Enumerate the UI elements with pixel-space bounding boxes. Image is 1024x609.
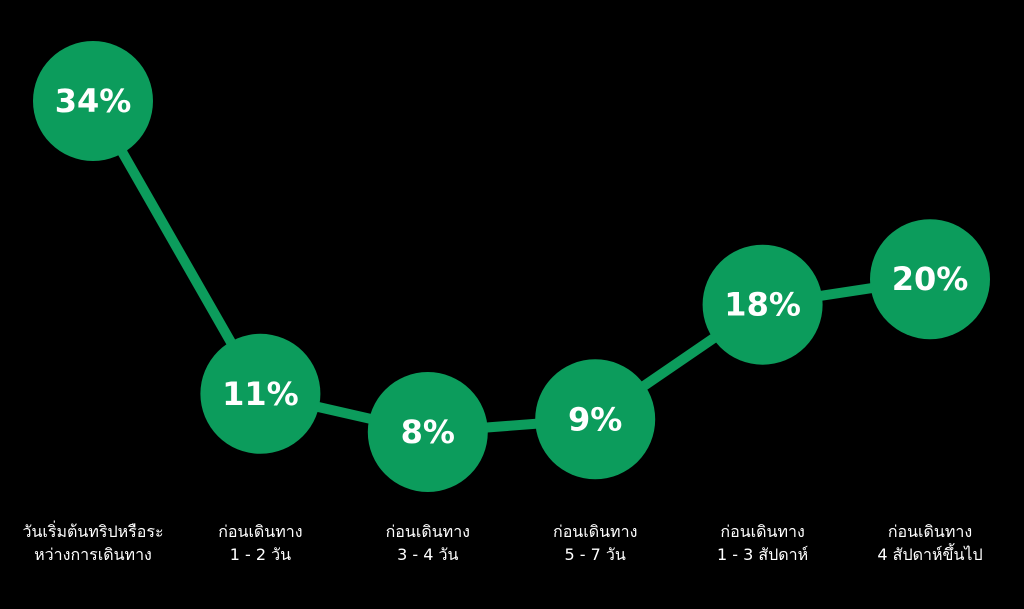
x-tick-label: ก่อนเดินทาง 1 - 3 สัปดาห์ (716, 522, 809, 564)
value-label: 8% (401, 413, 455, 451)
value-label: 9% (568, 400, 622, 438)
x-tick-label: วันเริ่มต้นทริปหรือระ หว่างการเดินทาง (22, 522, 164, 564)
point (702, 244, 823, 365)
x-tick-label: ก่อนเดินทาง 5 - 7 วัน (553, 522, 638, 564)
value-label: 20% (892, 260, 969, 298)
value-label: 11% (222, 375, 299, 413)
point (870, 219, 990, 340)
value-label: 34% (55, 82, 132, 120)
x-tick-label: ก่อนเดินทาง 1 - 2 วัน (218, 522, 303, 564)
point (535, 359, 656, 480)
x-tick-label: ก่อนเดินทาง 4 สัปดาห์ขึ้นไป (877, 522, 983, 564)
point (367, 372, 488, 492)
point (200, 333, 321, 454)
point (33, 41, 153, 161)
x-tick-label: ก่อนเดินทาง 3 - 4 วัน (385, 522, 470, 564)
value-label: 18% (724, 286, 801, 324)
